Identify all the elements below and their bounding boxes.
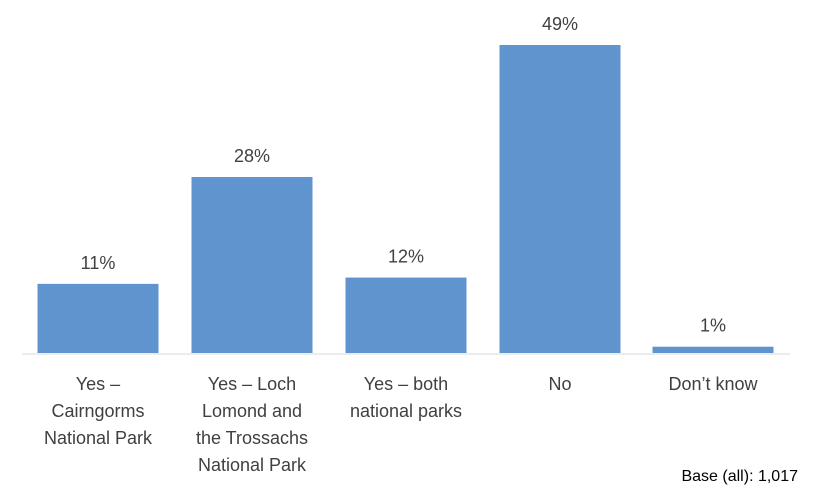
data-label-1: 11% — [81, 253, 116, 273]
category-label-4: No — [548, 374, 571, 394]
bars-group — [37, 45, 774, 353]
category-label-2: Yes – Loch Lomond and the Trossachs Nationa… — [196, 374, 308, 475]
category-label-1: Yes – Cairngorms National Park — [44, 374, 153, 448]
bar-2 — [191, 177, 313, 353]
bar-1 — [37, 283, 159, 353]
category-labels-group: Yes – Cairngorms National Park Yes – Loch Lo… — [44, 374, 759, 475]
base-note: Base (all): 1,017 — [681, 468, 798, 485]
data-label-5: 1% — [700, 316, 726, 336]
bar-3 — [345, 277, 467, 353]
bar-5 — [652, 346, 774, 353]
category-label-3: Yes – both national parks — [350, 374, 462, 421]
category-label-5: Don’t know — [668, 374, 758, 394]
data-labels-group: 11% 28% 12% 49% 1% — [81, 14, 726, 336]
data-label-4: 49% — [542, 14, 578, 34]
bar-4 — [499, 45, 621, 353]
data-label-2: 28% — [234, 146, 270, 166]
data-label-3: 12% — [388, 247, 424, 267]
